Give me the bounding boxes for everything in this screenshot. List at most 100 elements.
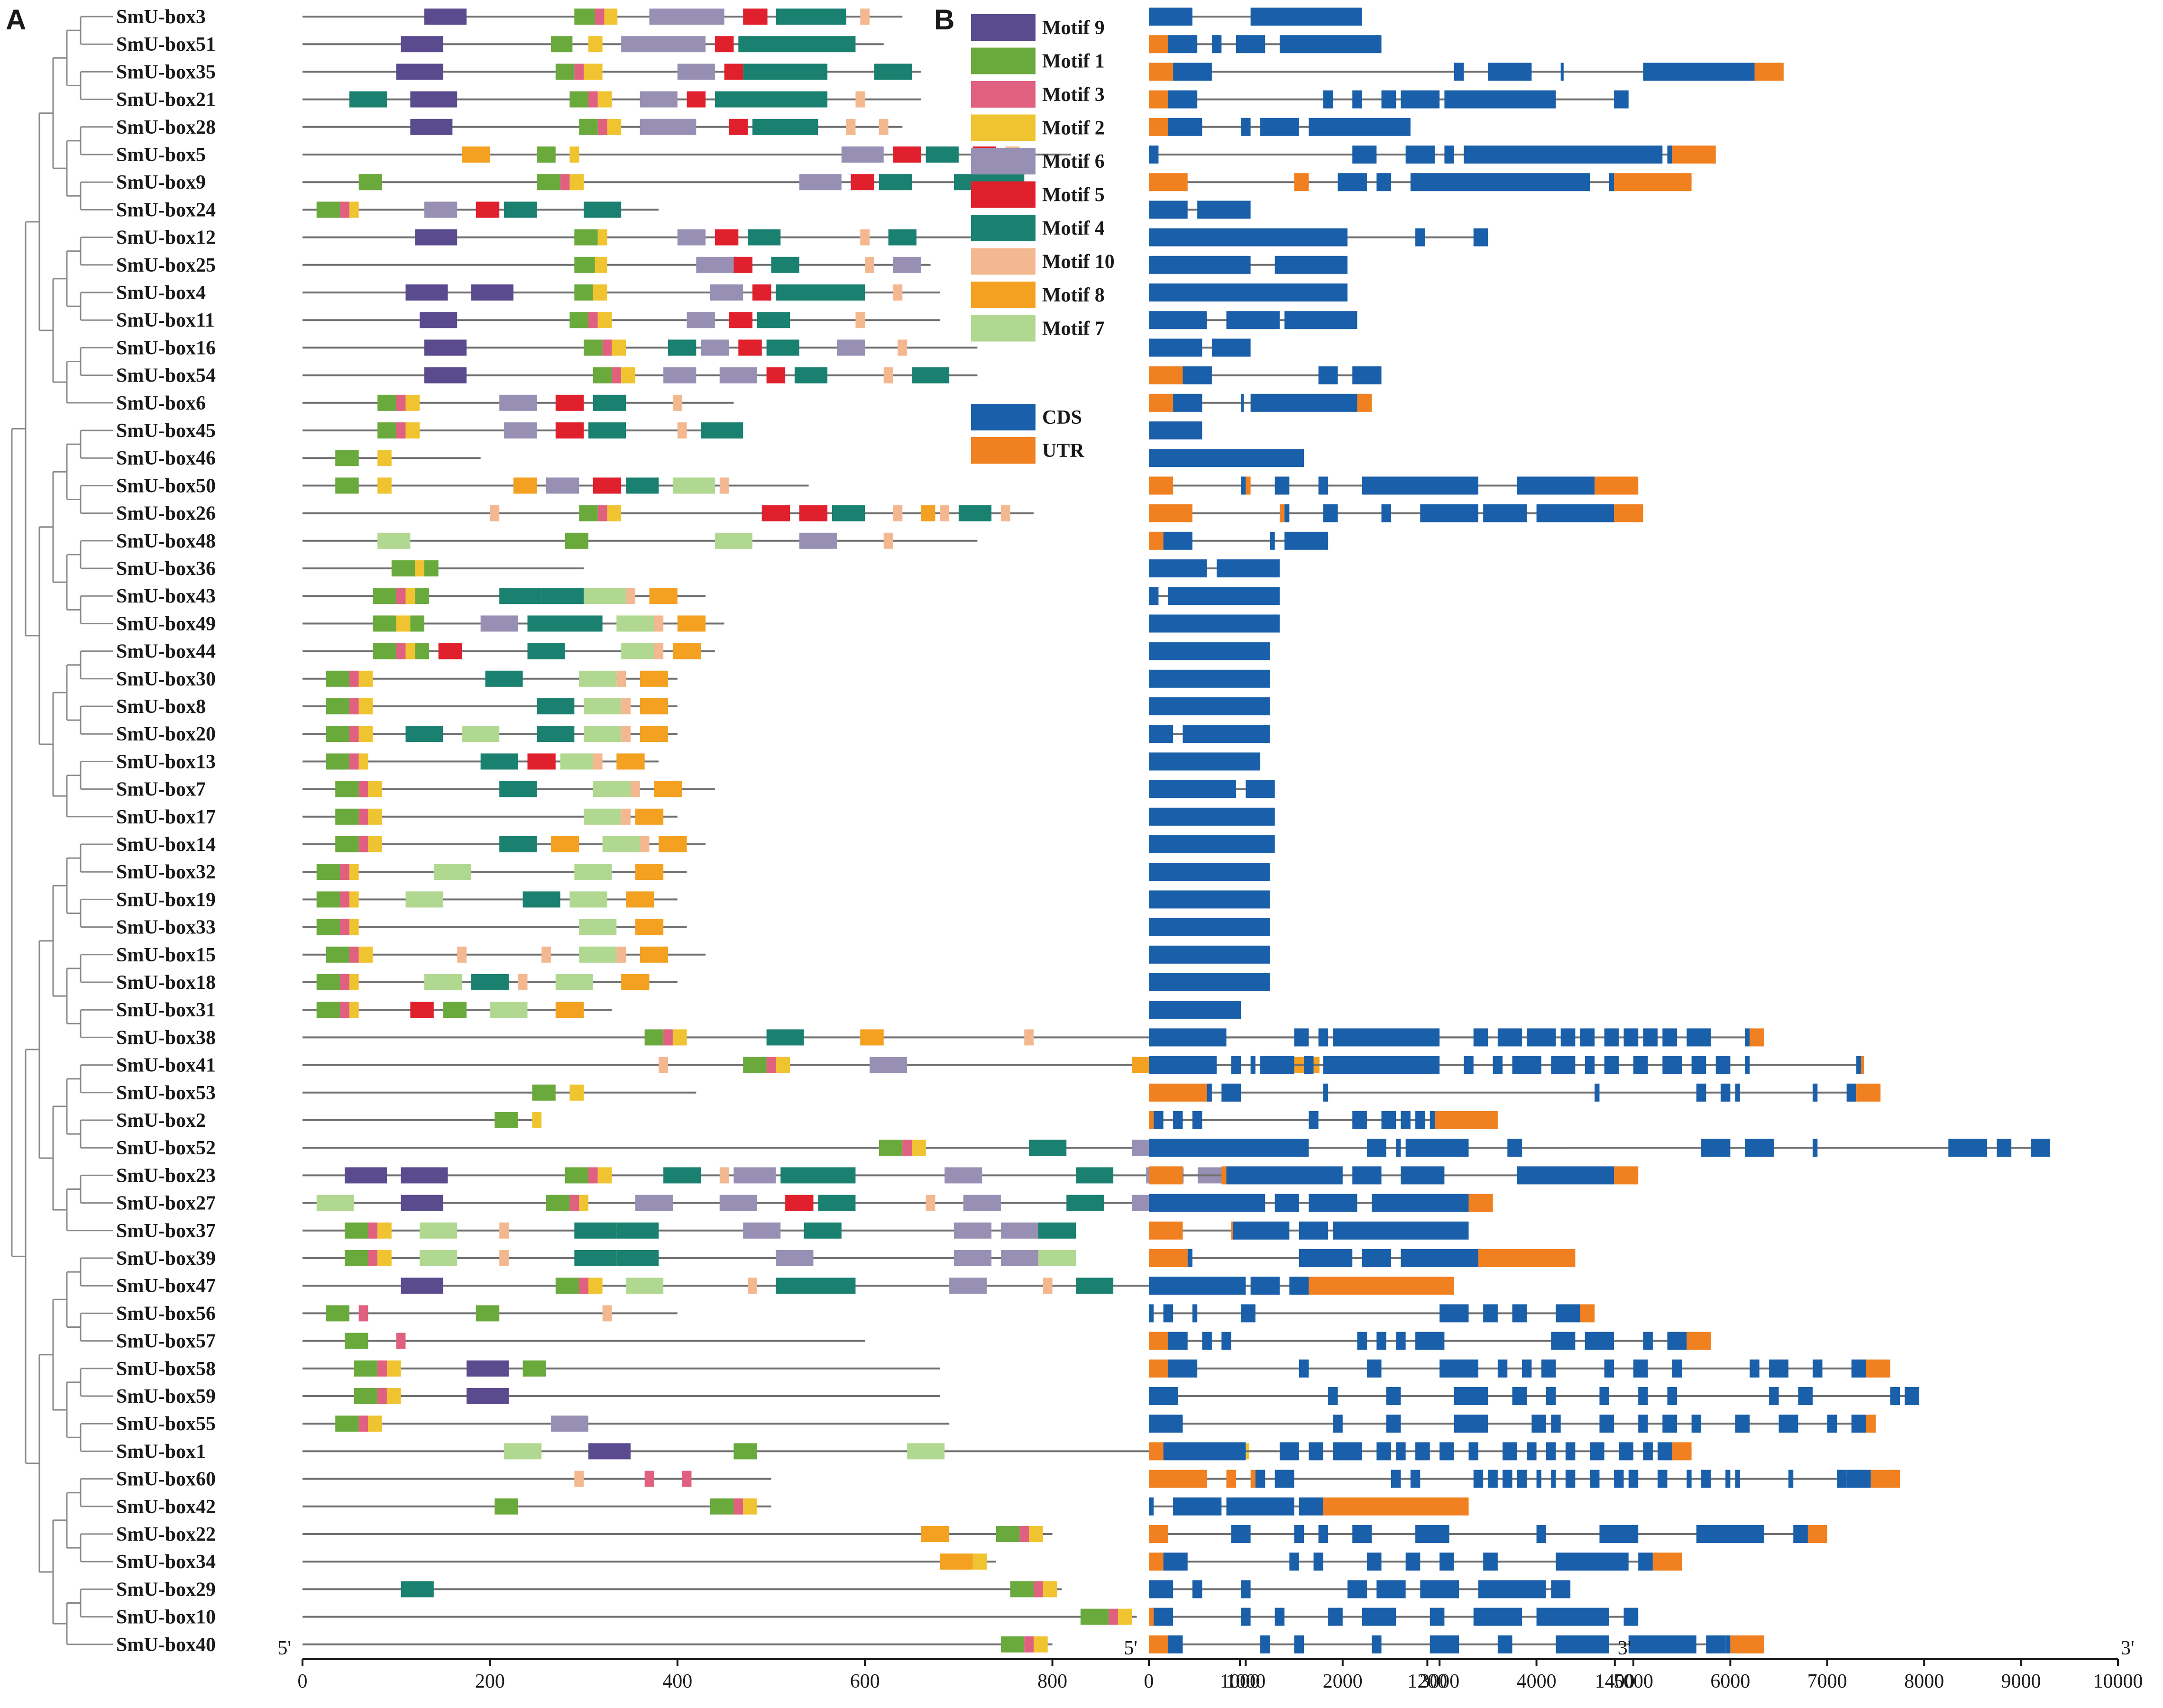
cds-block <box>1352 1111 1367 1129</box>
motif-1-box <box>316 974 340 990</box>
legend-label-m5: Motif 5 <box>1042 184 1105 206</box>
cds-block <box>1483 504 1527 522</box>
motif-1-box <box>743 1057 767 1073</box>
gene-label: SmU-box19 <box>116 889 216 911</box>
motif-3-box <box>588 1167 598 1184</box>
cds-block <box>1149 614 1280 633</box>
motif-1-box <box>879 1140 903 1156</box>
panel-b-tick-label: 4000 <box>1517 1671 1557 1692</box>
motif-2-box <box>377 1250 392 1266</box>
gene-label: SmU-box22 <box>116 1524 216 1545</box>
cds-block <box>1788 1470 1794 1488</box>
motif-3-box <box>733 1498 743 1515</box>
cds-block <box>1483 1304 1498 1323</box>
cds-block <box>1454 63 1464 81</box>
cds-block <box>1565 1442 1576 1461</box>
cds-block <box>1701 1139 1731 1157</box>
cds-block <box>1274 1608 1285 1626</box>
panel-b-letter: B <box>934 4 954 36</box>
cds-block <box>1614 90 1629 109</box>
motif-10-box <box>654 643 664 659</box>
motif-3-box <box>1019 1526 1029 1542</box>
motif-9-box <box>410 119 453 135</box>
cds-block <box>1182 725 1270 743</box>
motif-7-box <box>316 1195 354 1211</box>
cds-block <box>2031 1139 2050 1157</box>
panel-b-tick-label: 9000 <box>2001 1671 2041 1692</box>
cds-block <box>1401 1249 1478 1267</box>
cds-block <box>1309 1111 1319 1129</box>
cds-block <box>1706 1635 1726 1653</box>
gene-label: SmU-box7 <box>116 779 206 801</box>
cds-block <box>1299 1359 1309 1378</box>
cds-block <box>1715 1056 1731 1074</box>
cds-block <box>1473 1470 1484 1488</box>
utr-block <box>1250 1470 1256 1488</box>
motif-2-box <box>377 1222 392 1239</box>
cds-block <box>1202 1332 1212 1350</box>
motif-4-box <box>771 256 799 273</box>
gene-label: SmU-box8 <box>116 696 206 718</box>
motif-1-box <box>555 1278 579 1294</box>
cds-block <box>1691 1415 1702 1433</box>
cds-block <box>1512 1056 1541 1074</box>
cds-block <box>1289 1553 1299 1571</box>
panel-b-gene-structures <box>1149 8 2050 1653</box>
panel-b-tick-label: 3000 <box>1420 1671 1459 1692</box>
gene-label: SmU-box24 <box>116 199 216 221</box>
motif-7-box <box>490 1002 528 1018</box>
cds-block <box>1168 35 1198 54</box>
cds-block <box>1241 476 1246 495</box>
motif-10-box <box>1043 1278 1053 1294</box>
motif-10-box <box>621 698 631 714</box>
gene-label: SmU-box59 <box>116 1386 216 1407</box>
cds-block <box>1604 1056 1619 1074</box>
motif-5-box <box>733 256 752 273</box>
cds-block <box>1284 311 1357 329</box>
cds-block <box>1415 1332 1445 1350</box>
motif-10-box <box>860 9 870 25</box>
motif-9-box <box>405 284 448 301</box>
motif-1-box <box>344 1250 368 1266</box>
motif-8-box <box>677 615 706 632</box>
cds-block <box>1662 1415 1677 1433</box>
motif-4-box <box>766 339 799 356</box>
gene-label: SmU-box33 <box>116 917 216 939</box>
gene-label: SmU-box29 <box>116 1579 216 1600</box>
cds-block <box>1149 752 1261 771</box>
cds-block <box>1778 1415 1798 1433</box>
motif-9-box <box>466 1360 509 1377</box>
motif-4-box <box>874 64 912 80</box>
cds-block <box>1517 1166 1614 1185</box>
motif-9-box <box>396 64 443 80</box>
motif-9-box <box>424 367 467 384</box>
cds-block <box>1163 1442 1246 1461</box>
gene-label: SmU-box4 <box>116 282 206 304</box>
cds-block <box>1323 90 1333 109</box>
motif-7-box <box>569 891 607 908</box>
utr-block <box>1807 1525 1827 1543</box>
cds-block <box>1439 1304 1469 1323</box>
utr-block <box>1149 1111 1154 1129</box>
panel-a-three-prime-label: 3' <box>1618 1637 1631 1659</box>
cds-block <box>1662 1056 1682 1074</box>
cds-block <box>1149 1194 1265 1212</box>
utr-block <box>1221 1166 1227 1185</box>
cds-block <box>1846 1470 1871 1488</box>
motif-2-box <box>588 1278 603 1294</box>
motif-2-box <box>607 119 622 135</box>
motif-8-box <box>860 1029 884 1046</box>
gene-label: SmU-box44 <box>116 641 216 663</box>
motif-3-box <box>349 946 359 963</box>
motif-8-box <box>921 1526 950 1542</box>
motif-5-box <box>555 422 584 438</box>
motif-3-box <box>340 919 349 935</box>
cds-block <box>1168 118 1202 136</box>
cds-block <box>1187 1249 1192 1267</box>
cds-block <box>1372 1194 1469 1212</box>
cds-block <box>1536 1608 1609 1626</box>
cds-block <box>1745 1056 1750 1074</box>
motif-10-box <box>654 615 664 632</box>
motif-5-box <box>766 367 786 384</box>
